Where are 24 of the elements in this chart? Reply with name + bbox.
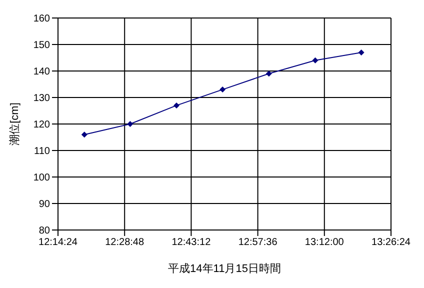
- x-tick-label: 13:26:24: [372, 237, 411, 248]
- y-tick-label: 150: [33, 40, 50, 52]
- y-tick-label: 110: [34, 146, 50, 158]
- point: [220, 86, 226, 93]
- y-axis-title: 潮位[cm]: [8, 102, 21, 146]
- point: [127, 121, 134, 127]
- point: [358, 49, 364, 56]
- x-axis-title: 平成14年11月15日時間: [168, 262, 281, 275]
- y-tick-label: 140: [33, 66, 50, 78]
- y-tick-label: 100: [33, 172, 50, 184]
- y-tick-label: 80: [38, 226, 50, 237]
- y-tick-label: 130: [33, 93, 50, 104]
- x-tick-label: 12:14:24: [38, 237, 78, 248]
- y-tick-label: 160: [33, 14, 50, 25]
- y-tick-label: 120: [33, 120, 50, 131]
- point: [312, 57, 318, 64]
- point: [266, 70, 272, 77]
- point: [81, 132, 88, 138]
- y-tick-label: 90: [38, 199, 50, 210]
- x-tick-label: 12:43:12: [172, 237, 212, 248]
- x-tick-label: 12:57:36: [238, 237, 278, 248]
- x-tick-label: 12:28:48: [105, 237, 144, 248]
- point: [173, 102, 180, 108]
- x-tick-label: 13:12:00: [304, 237, 344, 248]
